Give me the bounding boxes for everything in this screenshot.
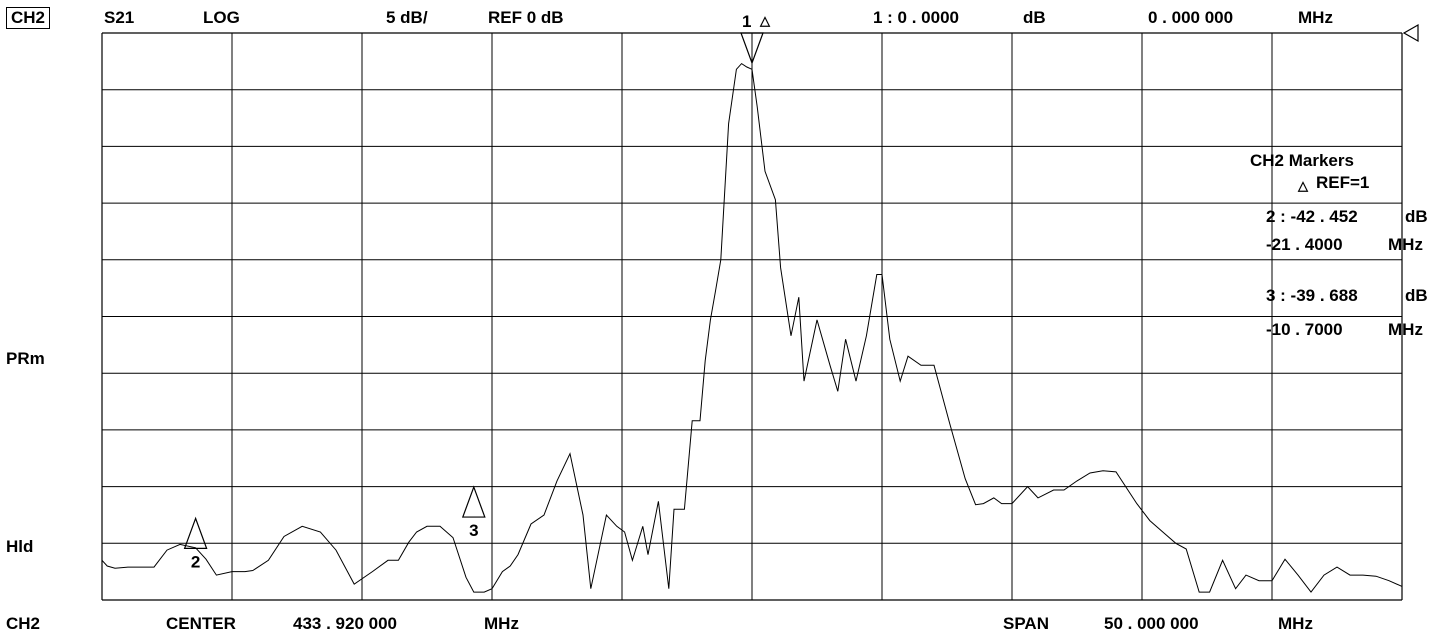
marker-3-frequency-unit: MHz [1388, 320, 1423, 340]
marker-3-label: 3 [469, 521, 478, 540]
graticule [102, 33, 1402, 600]
marker-layer: 23 [185, 25, 1418, 571]
marker-2-value: 2 : -42 . 452 [1266, 207, 1358, 227]
marker-table-ref: REF=1 [1316, 173, 1369, 193]
marker-2-frequency-unit: MHz [1388, 235, 1423, 255]
marker-table-title: CH2 Markers [1250, 151, 1354, 171]
marker-2-triangle[interactable] [185, 518, 207, 548]
marker-3-triangle[interactable] [463, 487, 485, 517]
marker-2-unit: dB [1405, 207, 1428, 227]
reference-pointer-icon[interactable] [1404, 25, 1418, 41]
marker-2-label: 2 [191, 552, 200, 571]
marker-3-frequency: -10 . 7000 [1266, 320, 1343, 340]
marker-3-value: 3 : -39 . 688 [1266, 286, 1358, 306]
marker-2-frequency: -21 . 4000 [1266, 235, 1343, 255]
delta-ref-icon: △ [1298, 176, 1308, 196]
marker-3-unit: dB [1405, 286, 1428, 306]
